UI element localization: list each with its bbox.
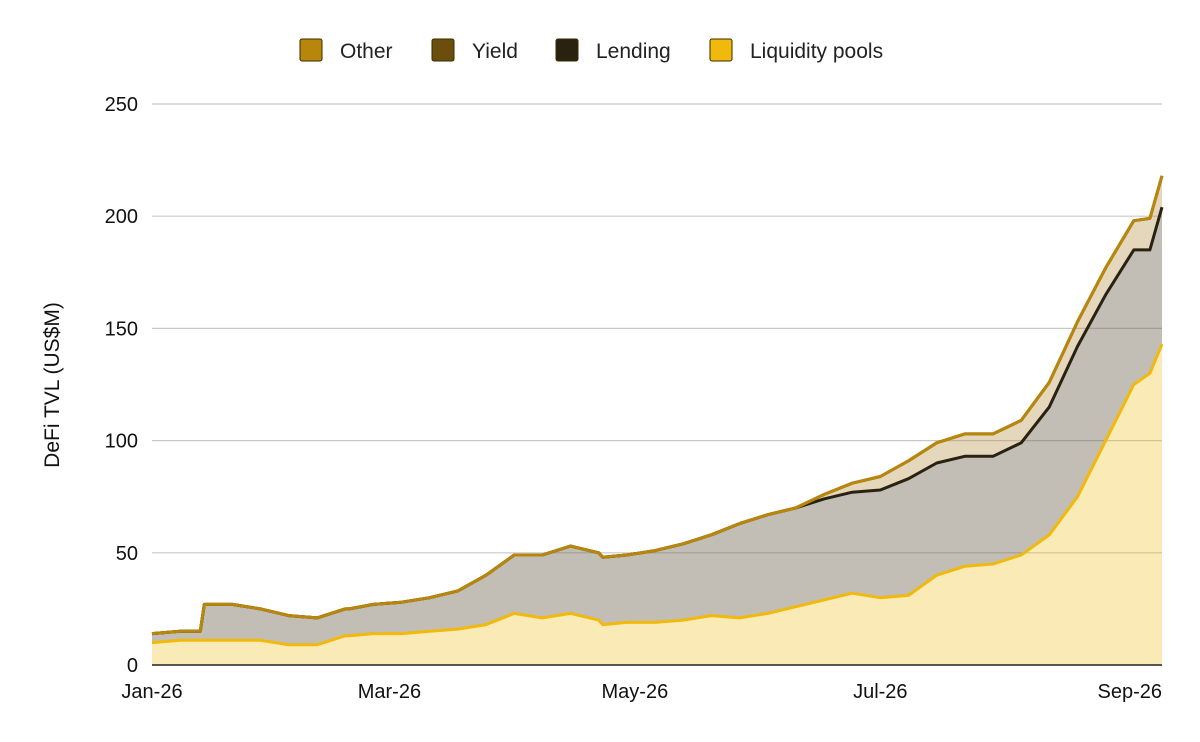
legend-swatch-yield — [431, 38, 455, 62]
x-tick-label: May-26 — [602, 681, 669, 703]
series-lines — [151, 175, 1164, 647]
legend: Other Yield Lending Liquidity pools — [299, 38, 883, 63]
x-axis-tick-labels: Jan-26 Mar-26 May-26 Jul-26 Sep-26 — [121, 681, 1162, 703]
area-liquidity-pools — [152, 344, 1162, 665]
legend-swatch-lending — [555, 38, 579, 62]
y-tick-label: 250 — [105, 94, 138, 116]
y-tick-label: 150 — [105, 318, 138, 340]
x-tick-label: Jul-26 — [853, 681, 907, 703]
legend-swatch-other — [299, 38, 323, 62]
y-tick-label: 0 — [127, 655, 138, 677]
line-other — [151, 175, 1164, 636]
area-lending — [152, 207, 1162, 645]
y-tick-label: 100 — [105, 431, 138, 453]
x-tick-label: Jan-26 — [121, 681, 182, 703]
y-axis-title: DeFi TVL (US$M) — [41, 302, 64, 468]
legend-label: Yield — [472, 40, 518, 63]
legend-label: Other — [340, 40, 393, 63]
legend-label: Liquidity pools — [750, 40, 883, 63]
x-tick-label: Mar-26 — [358, 681, 421, 703]
line-liquidity-pools — [151, 343, 1164, 647]
y-tick-label: 200 — [105, 206, 138, 228]
gridlines — [152, 103, 1162, 554]
y-axis-tick-labels: 0 50 100 150 200 250 — [105, 94, 138, 677]
x-tick-label: Sep-26 — [1098, 681, 1163, 703]
stacked-areas — [152, 175, 1162, 665]
legend-swatch-liquidity-pools — [709, 38, 733, 62]
legend-label: Lending — [596, 40, 671, 63]
y-tick-label: 50 — [116, 543, 138, 565]
